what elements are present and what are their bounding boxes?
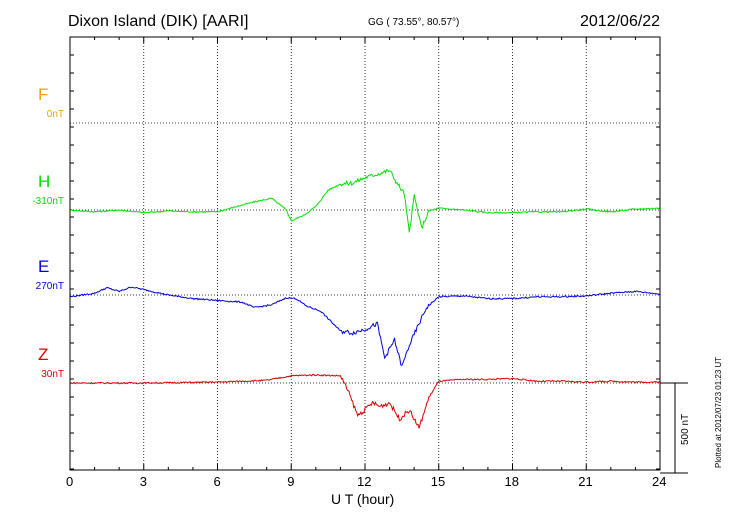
station-title: Dixon Island (DIK) [AARI] xyxy=(68,13,249,30)
plot-frame xyxy=(69,36,688,474)
x-tick-label: 21 xyxy=(578,474,593,489)
series-line-e xyxy=(69,286,661,366)
series-line-z xyxy=(69,373,661,429)
coordinates-label: GG ( 73.55°, 80.57°) xyxy=(368,17,460,28)
x-tick-label: 9 xyxy=(287,474,295,489)
x-axis-label: U T (hour) xyxy=(331,491,395,507)
x-tick-label: 18 xyxy=(504,474,519,489)
x-tick-label: 6 xyxy=(213,474,221,489)
scale-bar-label: 500 nT xyxy=(680,413,691,445)
plotted-timestamp: Plotted at 2012/07/23 01:23 UT xyxy=(714,356,723,468)
series-group xyxy=(69,169,661,429)
channel-letter-z: Z xyxy=(38,345,49,364)
series-line-h xyxy=(69,169,661,233)
channel-letter-h: H xyxy=(38,172,51,191)
channel-baseline-e: 270nT xyxy=(35,281,64,292)
channel-baseline-z: 30nT xyxy=(41,369,64,380)
channel-letter-f: F xyxy=(38,85,49,104)
x-tick-label: 24 xyxy=(652,474,667,489)
channel-letter-e: E xyxy=(38,257,50,276)
x-tick-label: 0 xyxy=(66,474,74,489)
x-tick-label: 15 xyxy=(430,474,446,489)
grid xyxy=(70,37,660,470)
channel-baseline-f: 0nT xyxy=(46,109,64,120)
date-label: 2012/06/22 xyxy=(580,13,661,30)
x-tick-label: 12 xyxy=(357,474,372,489)
x-tick-label: 3 xyxy=(139,474,147,489)
channel-baseline-h: -310nT xyxy=(32,196,64,207)
